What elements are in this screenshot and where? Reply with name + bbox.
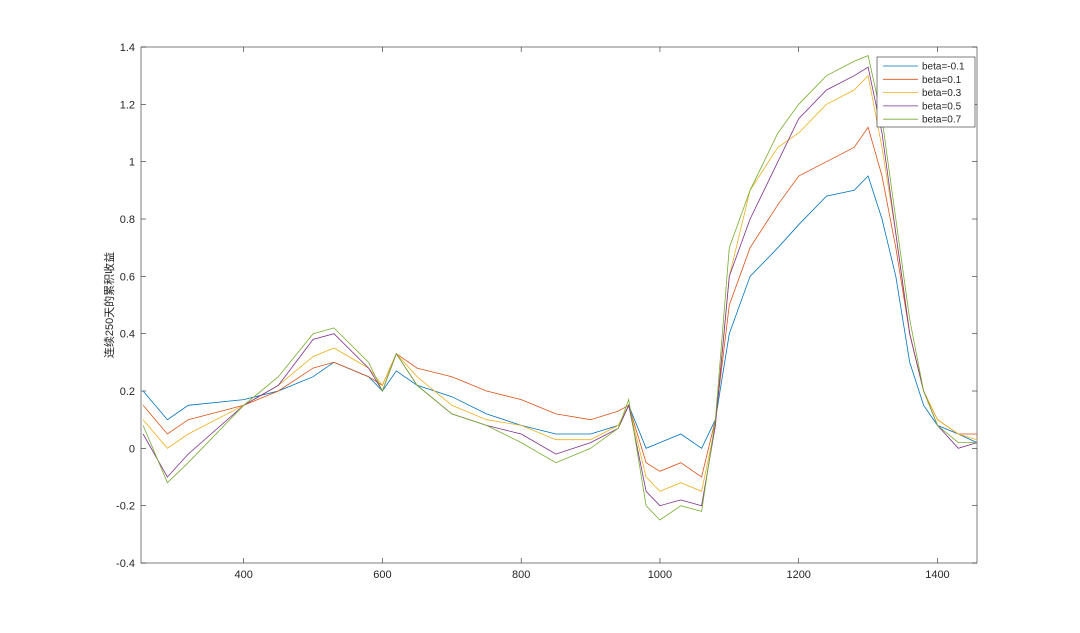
legend-entry: beta=0.1	[922, 75, 962, 86]
legend-entry: beta=-0.1	[922, 62, 965, 73]
legend-entry: beta=0.7	[922, 115, 962, 126]
y-tick-label: 0	[129, 443, 135, 455]
legend-entry: beta=0.5	[922, 101, 962, 112]
x-tick-label: 1400	[925, 569, 949, 581]
y-tick-label: 1	[129, 157, 135, 169]
x-tick-label: 1000	[648, 569, 672, 581]
series-line-3	[142, 66, 978, 507]
y-tick-label: 1.4	[120, 42, 135, 54]
series-line-1	[142, 126, 977, 478]
series-line-2	[142, 74, 978, 492]
legend	[876, 56, 976, 128]
x-tick-label: 600	[373, 569, 391, 581]
x-tick-label: 400	[234, 569, 252, 581]
y-tick-label: 0.2	[120, 386, 135, 398]
y-tick-label: 0.6	[120, 271, 135, 283]
x-tick-label: 800	[512, 569, 530, 581]
y-tick-label: 1.2	[120, 99, 135, 111]
y-tick-label: 0.4	[120, 329, 135, 341]
plot-area	[140, 46, 978, 564]
y-tick-label: -0.4	[116, 558, 135, 570]
y-axis-label: 连续250天的累积收益	[102, 252, 116, 358]
y-tick-label: -0.2	[116, 501, 135, 513]
x-tick-label: 1200	[786, 569, 810, 581]
legend-entry: beta=0.3	[922, 88, 962, 99]
y-tick-label: 0.8	[120, 214, 135, 226]
